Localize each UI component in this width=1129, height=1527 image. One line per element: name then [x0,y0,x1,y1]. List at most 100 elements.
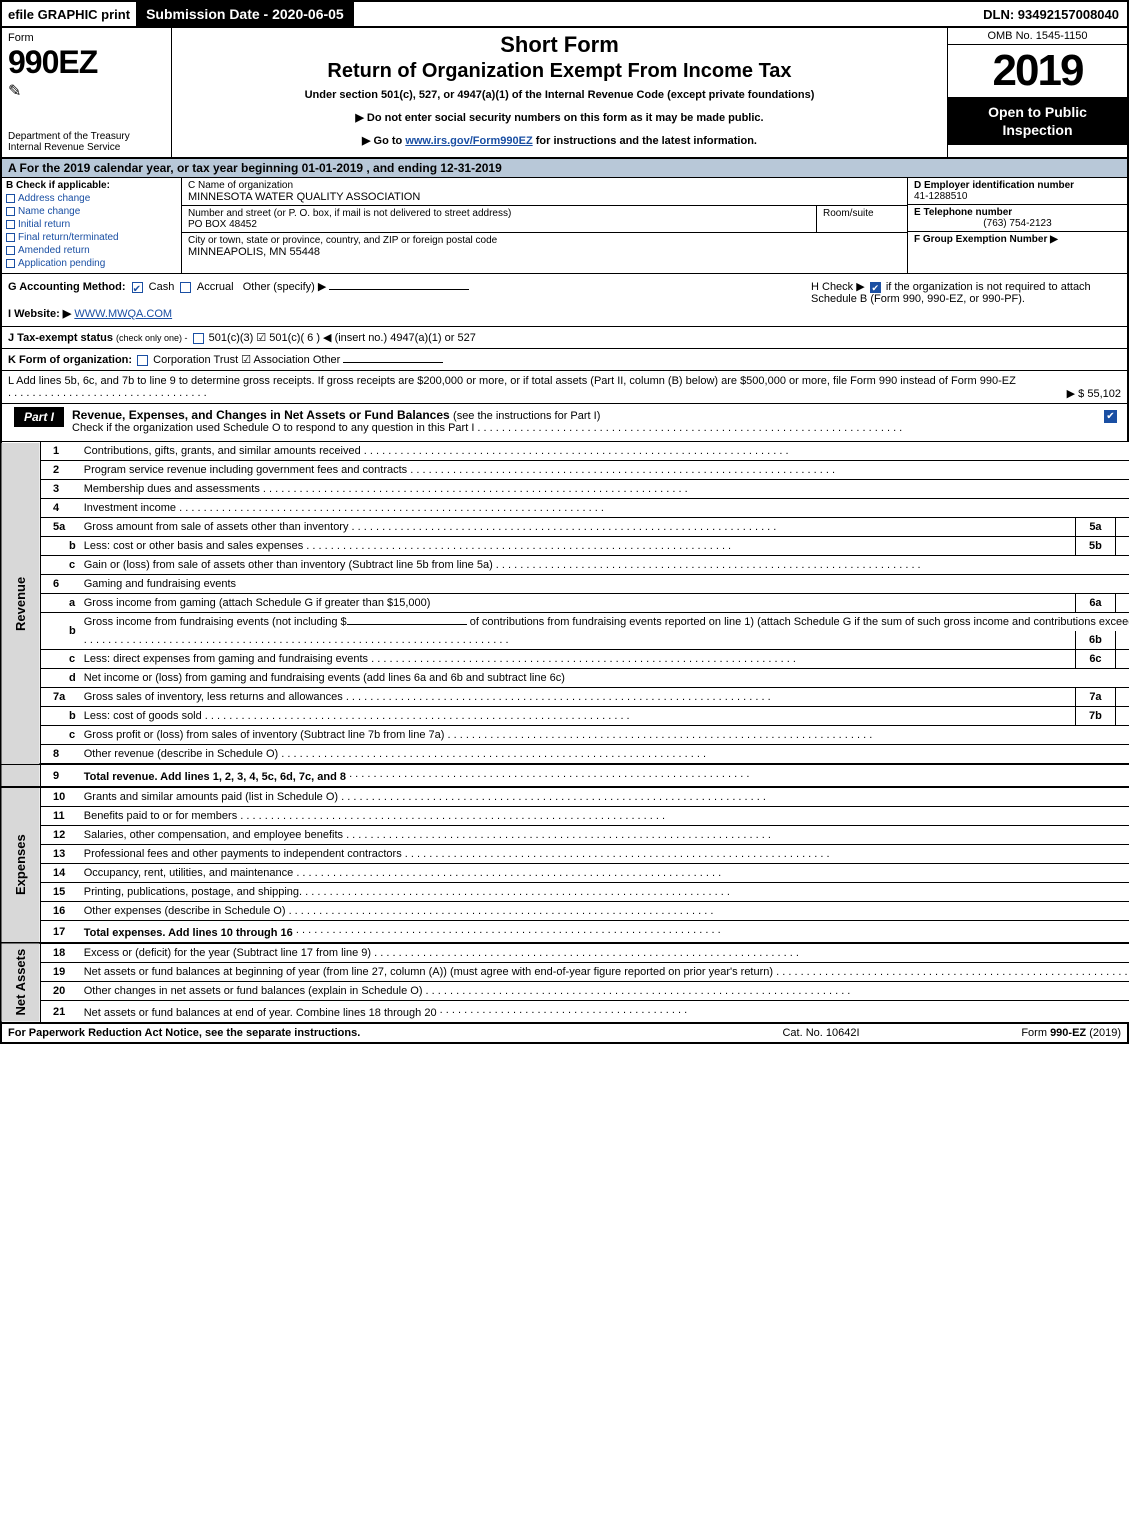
irs-link[interactable]: www.irs.gov/Form990EZ [405,135,532,147]
chk-schedule-b[interactable] [870,282,881,293]
line-5a-sn: 5a [1075,518,1115,537]
section-b: B Check if applicable: Address change Na… [2,178,182,273]
omb-number: OMB No. 1545-1150 [948,28,1127,45]
chk-address-change[interactable] [6,194,15,203]
chk-corp[interactable] [137,355,148,366]
ein-label: D Employer identification number [914,180,1121,191]
chk-cash[interactable] [132,282,143,293]
line-1-desc: Contributions, gifts, grants, and simila… [80,442,1129,461]
line-4-num: 4 [41,499,80,518]
efile-label[interactable]: efile GRAPHIC print [2,5,136,24]
line-15-desc: Printing, publications, postage, and shi… [80,883,1129,902]
chk-application-pending[interactable] [6,259,15,268]
line-6c-sv [1115,650,1129,669]
section-j: J Tax-exempt status (check only one) - 5… [0,327,1129,349]
tax-year-bar: A For the 2019 calendar year, or tax yea… [0,159,1129,178]
chk-name-change[interactable] [6,207,15,216]
footer-left: For Paperwork Reduction Act Notice, see … [8,1027,721,1039]
line-17-num: 17 [41,921,80,944]
line-15-num: 15 [41,883,80,902]
line-5b-sn: 5b [1075,537,1115,556]
j-note: (check only one) - [116,333,188,343]
part-1-label: Part I [14,407,64,427]
g-other: Other (specify) ▶ [243,281,327,293]
line-16-desc: Other expenses (describe in Schedule O) [80,902,1129,921]
lbl-amended-return: Amended return [18,245,90,256]
line-14-num: 14 [41,864,80,883]
side-revenue: Revenue [1,442,41,764]
line-5b-desc: Less: cost or other basis and sales expe… [80,537,1076,556]
city-label: City or town, state or province, country… [188,235,901,246]
chk-accrual[interactable] [180,282,191,293]
chk-501c3[interactable] [193,333,204,344]
line-6a-desc: Gross income from gaming (attach Schedul… [80,594,1076,613]
g-cash: Cash [149,281,175,293]
sections-d-e-f: D Employer identification number 41-1288… [907,178,1127,273]
phone-value: (763) 754-2123 [914,218,1121,229]
ein-value: 41-1288510 [914,191,1121,202]
lbl-address-change: Address change [18,193,90,204]
k-label: K Form of organization: [8,354,132,366]
line-7b-sv [1115,707,1129,726]
g-accrual: Accrual [197,281,234,293]
lbl-initial-return: Initial return [18,219,70,230]
chk-final-return[interactable] [6,233,15,242]
line-21-num: 21 [41,1001,80,1023]
line-3-num: 3 [41,480,80,499]
line-13-desc: Professional fees and other payments to … [80,845,1129,864]
line-5c-num: c [41,556,80,575]
line-6d-num: d [41,669,80,688]
line-6-desc: Gaming and fundraising events [80,575,1129,594]
line-7a-sn: 7a [1075,688,1115,707]
line-6a-sv [1115,594,1129,613]
line-5b-sv [1115,537,1129,556]
part-1-title: Revenue, Expenses, and Changes in Net As… [72,408,450,422]
form-header: Form 990EZ ✎ Department of the Treasury … [0,28,1129,159]
line-18-num: 18 [41,943,80,963]
lbl-name-change: Name change [18,206,80,217]
line-7b-num: b [41,707,80,726]
header-center: Short Form Return of Organization Exempt… [172,28,947,157]
irs-label: Internal Revenue Service [8,142,165,153]
j-label: J Tax-exempt status [8,332,113,344]
line-5a-desc: Gross amount from sale of assets other t… [80,518,1076,537]
form-number: 990EZ [8,44,165,81]
chk-initial-return[interactable] [6,220,15,229]
line-13-num: 13 [41,845,80,864]
line-2-num: 2 [41,461,80,480]
part-1-title-sub: (see the instructions for Part I) [453,410,600,422]
instr2-suffix: for instructions and the latest informat… [533,135,757,147]
line-14-desc: Occupancy, rent, utilities, and maintena… [80,864,1129,883]
chk-schedule-o[interactable]: ✔ [1104,410,1117,423]
line-8-desc: Other revenue (describe in Schedule O) [80,745,1129,765]
line-6c-desc: Less: direct expenses from gaming and fu… [80,650,1076,669]
part-1-table: Revenue 1 Contributions, gifts, grants, … [0,442,1129,1023]
identity-block: B Check if applicable: Address change Na… [0,178,1129,274]
line-6b-num: b [41,613,80,650]
section-c: C Name of organization MINNESOTA WATER Q… [182,178,907,273]
line-7c-num: c [41,726,80,745]
instr2-prefix: ▶ Go to [362,135,405,147]
g-label: G Accounting Method: [8,281,126,293]
line-20-desc: Other changes in net assets or fund bala… [80,982,1129,1001]
line-12-desc: Salaries, other compensation, and employ… [80,826,1129,845]
submission-date: Submission Date - 2020-06-05 [136,2,354,26]
website-link[interactable]: WWW.MWQA.COM [74,308,172,320]
line-8-num: 8 [41,745,80,765]
instr-goto: ▶ Go to www.irs.gov/Form990EZ for instru… [178,134,941,147]
header-left: Form 990EZ ✎ Department of the Treasury … [2,28,172,157]
line-5b-num: b [41,537,80,556]
section-l: L Add lines 5b, 6c, and 7b to line 9 to … [0,371,1129,404]
line-11-desc: Benefits paid to or for members [80,807,1129,826]
tax-year: 2019 [948,45,1127,97]
line-6c-num: c [41,650,80,669]
line-7a-sv [1115,688,1129,707]
k-opts: Corporation Trust ☑ Association Other [153,354,340,366]
dept-label: Department of the Treasury [8,131,165,142]
line-2-desc: Program service revenue including govern… [80,461,1129,480]
line-7a-num: 7a [41,688,80,707]
line-5c-desc: Gain or (loss) from sale of assets other… [80,556,1129,575]
chk-amended-return[interactable] [6,246,15,255]
lbl-application-pending: Application pending [18,258,105,269]
dln-label: DLN: 93492157008040 [975,5,1127,24]
